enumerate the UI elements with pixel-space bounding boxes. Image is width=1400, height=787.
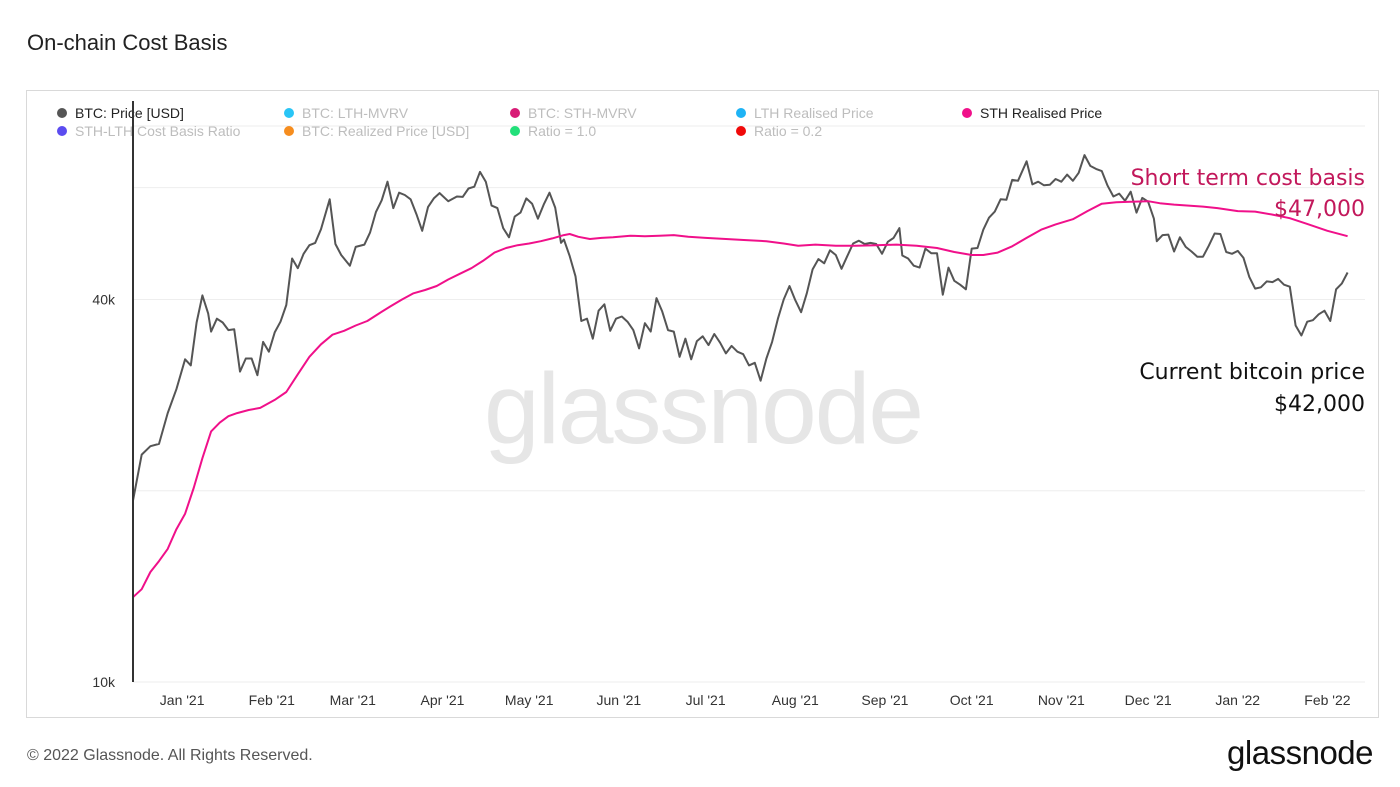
legend-marker (510, 108, 520, 118)
legend-marker (284, 108, 294, 118)
sth-realised-price-line (132, 200, 1348, 598)
x-tick-label: Jun '21 (596, 692, 641, 708)
x-tick-label: Jul '21 (686, 692, 726, 708)
x-tick-label: Sep '21 (861, 692, 908, 708)
sth-annotation-line1: Short term cost basis (1131, 166, 1365, 191)
legend-marker (284, 126, 294, 136)
legend-item: BTC: Realized Price [USD] (302, 123, 469, 139)
x-tick-label: Nov '21 (1038, 692, 1085, 708)
y-tick-label: 40k (92, 291, 116, 307)
x-tick-label: Aug '21 (772, 692, 819, 708)
page-title: On-chain Cost Basis (27, 30, 228, 55)
grid (133, 125, 1365, 683)
legend-marker (57, 108, 67, 118)
legend-marker (962, 108, 972, 118)
axes: 10k 40k Jan '21 Feb '21 Mar '21 Apr '21 May '2… (92, 101, 1351, 708)
legend-item: Ratio = 0.2 (754, 123, 822, 139)
legend-item: LTH Realised Price (754, 105, 874, 121)
legend-item: Ratio = 1.0 (528, 123, 596, 139)
annotations: Short term cost basis $47,000 Current bi… (1131, 166, 1365, 417)
x-tick-label: Jan '21 (160, 692, 205, 708)
price-annotation-line2: $42,000 (1274, 392, 1365, 417)
legend-marker (57, 126, 67, 136)
legend-marker (510, 126, 520, 136)
legend-marker (736, 108, 746, 118)
x-tick-label: Apr '21 (420, 692, 464, 708)
legend: BTC: Price [USD] BTC: LTH-MVRV BTC: STH-MV… (57, 105, 1102, 139)
x-tick-label: Feb '21 (249, 692, 295, 708)
legend-item: BTC: STH-MVRV (528, 105, 637, 121)
sth-annotation-line2: $47,000 (1274, 197, 1365, 222)
watermark: glassnode (484, 353, 922, 465)
price-annotation-line1: Current bitcoin price (1139, 360, 1365, 385)
x-tick-label: Mar '21 (330, 692, 376, 708)
series (132, 154, 1349, 598)
y-tick-label: 10k (92, 674, 116, 690)
x-tick-label: Dec '21 (1125, 692, 1172, 708)
x-tick-label: May '21 (505, 692, 554, 708)
glassnode-logo[interactable]: glassnode (1227, 734, 1373, 771)
x-tick-label: Jan '22 (1215, 692, 1260, 708)
copyright-notice: © 2022 Glassnode. All Rights Reserved. (27, 747, 313, 764)
legend-item: BTC: Price [USD] (75, 105, 184, 121)
x-tick-label: Oct '21 (950, 692, 994, 708)
legend-item: STH Realised Price (980, 105, 1102, 121)
btc-price-line (132, 154, 1349, 501)
chart: glassnode BTC: Price [USD] BTC: LTH-MVRV B… (57, 101, 1365, 708)
chart-panel: glassnode BTC: Price [USD] BTC: LTH-MVRV B… (26, 90, 1379, 718)
legend-item: BTC: LTH-MVRV (302, 105, 409, 121)
x-tick-label: Feb '22 (1304, 692, 1350, 708)
legend-marker (736, 126, 746, 136)
legend-item: STH-LTH Cost Basis Ratio (75, 123, 241, 139)
